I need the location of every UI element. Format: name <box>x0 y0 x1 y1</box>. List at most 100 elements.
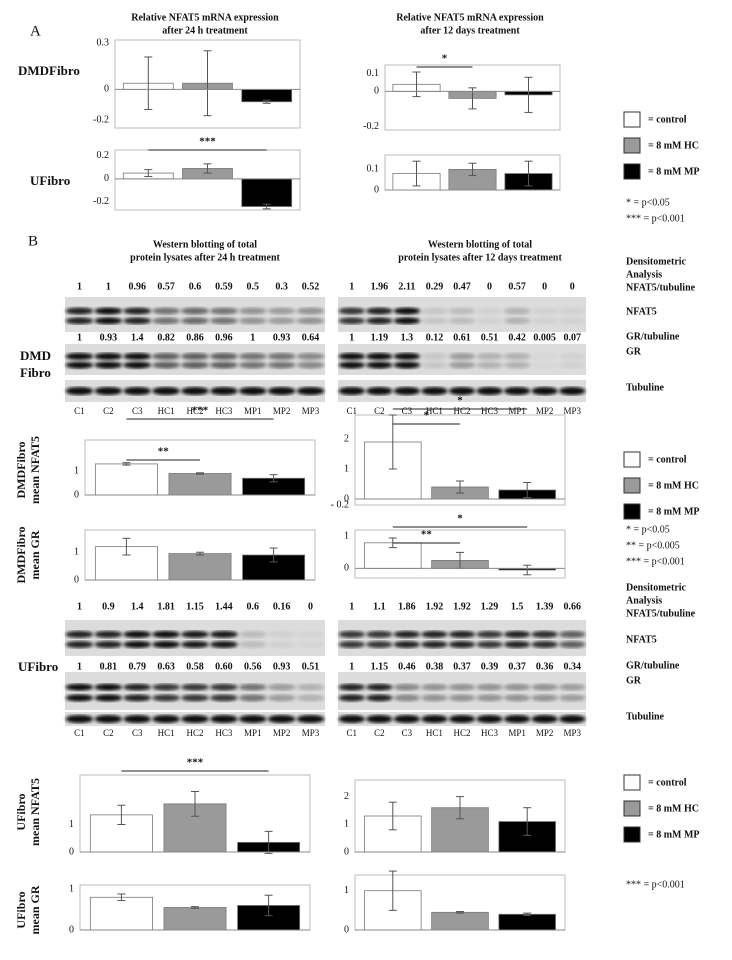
blot-band <box>296 317 325 325</box>
lane-label: MP3 <box>563 728 581 738</box>
blot-band <box>267 630 296 638</box>
blot-value: 0.12 <box>426 332 444 343</box>
y-tick-label: 0 <box>374 184 379 195</box>
lane-label: C1 <box>347 728 358 738</box>
blot-value: 0.3 <box>275 281 288 292</box>
lane-label: MP1 <box>508 406 526 416</box>
blot-value: 1.4 <box>131 601 144 612</box>
blot-band <box>366 630 393 638</box>
blot-band <box>94 387 123 395</box>
blot-value: 0.37 <box>453 661 471 672</box>
blot-band <box>531 640 558 648</box>
blot-band <box>531 307 558 315</box>
blot-band <box>393 683 421 691</box>
blot-value: 0.5 <box>247 281 260 292</box>
blot-band <box>181 361 209 369</box>
error-bar <box>524 76 533 113</box>
lane-label: C2 <box>103 406 114 416</box>
blot-band <box>558 683 586 691</box>
blot-value: 0 <box>542 281 547 292</box>
blot-band <box>448 387 476 395</box>
lane-label: HC3 <box>215 406 233 416</box>
blot-value: 0.82 <box>157 332 175 343</box>
blot-band <box>65 387 94 395</box>
error-bar <box>269 547 278 563</box>
y-tick-label: 0 <box>344 563 349 574</box>
error-bar <box>203 163 212 174</box>
blot-band <box>476 630 503 638</box>
blot-band <box>448 352 476 360</box>
blot-band <box>393 640 421 648</box>
blot-band <box>94 361 123 369</box>
lane-label: HC3 <box>481 728 499 738</box>
lane-label: HC2 <box>186 728 203 738</box>
blot-band <box>123 694 152 702</box>
blot-value: 0.36 <box>536 661 554 672</box>
blot-band <box>393 307 421 315</box>
lane-label: MP3 <box>302 728 320 738</box>
blot-band <box>297 631 325 638</box>
bar <box>498 913 556 931</box>
bar <box>241 178 293 207</box>
blot-band <box>238 640 267 648</box>
blot-band <box>123 352 152 360</box>
blot-band <box>366 361 393 369</box>
blot-band <box>94 317 123 325</box>
blot-value: 1 <box>349 332 354 343</box>
blot-value: 0.86 <box>186 332 204 343</box>
blot-band <box>531 683 558 691</box>
blot-band <box>210 640 238 648</box>
bar <box>431 911 489 931</box>
significance-stars: * <box>442 53 448 65</box>
blot-band <box>531 387 558 395</box>
blot-band <box>238 630 267 638</box>
blot-value: 0.47 <box>453 281 471 292</box>
blot-value: 1.96 <box>371 281 389 292</box>
blot-band <box>238 361 267 369</box>
blot-value: 0.93 <box>100 332 118 343</box>
blot-band <box>503 387 531 395</box>
lane-label: C1 <box>347 406 358 416</box>
blot-image <box>338 380 586 402</box>
blot-value: 0.64 <box>302 332 320 343</box>
blot-label: NFAT5/tubuline <box>626 282 696 293</box>
lane-label: C2 <box>374 406 385 416</box>
blot-band <box>421 307 448 315</box>
lane-label: HC3 <box>215 728 233 738</box>
blot-value: 0.52 <box>302 281 320 292</box>
blot-value: 0.51 <box>302 661 320 672</box>
blot-band <box>393 715 421 723</box>
lane-label: C1 <box>74 406 85 416</box>
blot-band <box>152 715 180 723</box>
blot-label: Densitometric <box>626 582 687 593</box>
legend-label: = 8 mM HC <box>648 140 699 151</box>
blot-band <box>296 361 325 369</box>
lane-label: C3 <box>402 728 413 738</box>
significance-note: *** = p<0.001 <box>626 556 685 567</box>
blot-band <box>338 630 366 638</box>
panel-letter: B <box>28 233 38 249</box>
blot-band <box>476 715 503 723</box>
y-tick-label: 0 <box>69 924 74 935</box>
blot-value: 1 <box>349 661 354 672</box>
lane-label: HC2 <box>186 406 203 416</box>
row-label: DMDFibro <box>18 63 80 78</box>
chart-title: protein lysates after 24 h treatment <box>130 252 280 263</box>
lane-label: HC2 <box>453 728 470 738</box>
blot-band <box>181 307 209 315</box>
blot-band <box>503 317 531 325</box>
blot-band <box>94 683 123 691</box>
blot-band <box>366 694 393 702</box>
blot-value: 1.5 <box>511 601 524 612</box>
blot-label: NFAT5 <box>626 306 657 317</box>
blot-band <box>296 715 325 723</box>
blot-band <box>94 640 123 648</box>
blot-band <box>503 307 531 315</box>
blot-label: GR/tubuline <box>626 331 680 342</box>
lane-label: HC2 <box>453 406 470 416</box>
error-bar <box>524 160 533 187</box>
blot-band <box>238 387 267 395</box>
blot-value: 0 <box>487 281 492 292</box>
significance-note: * = p<0.05 <box>626 197 670 208</box>
blot-background <box>65 620 325 656</box>
